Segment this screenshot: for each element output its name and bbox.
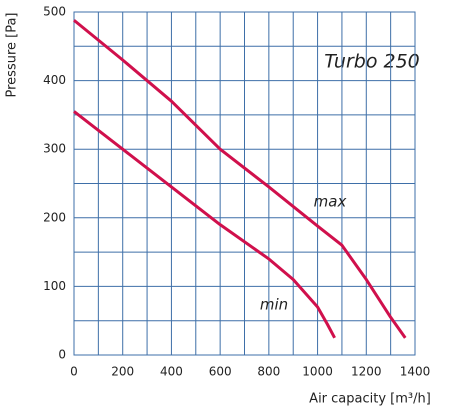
- x-tick-label: 1000: [302, 365, 333, 379]
- x-tick-label: 0: [70, 365, 78, 379]
- x-tick-label: 600: [209, 365, 232, 379]
- x-tick-label: 1400: [400, 365, 431, 379]
- y-tick-label: 200: [43, 210, 66, 224]
- y-tick-label: 500: [43, 5, 66, 19]
- x-tick-label: 200: [111, 365, 134, 379]
- chart-title: Turbo 250: [324, 51, 420, 73]
- x-tick-label: 1200: [351, 365, 382, 379]
- x-tick-label: 800: [257, 365, 280, 379]
- y-axis-label: Pressure [Pa]: [5, 12, 20, 97]
- y-tick-label: 0: [58, 348, 66, 362]
- x-tick-label: 400: [160, 365, 183, 379]
- series-label: max: [314, 193, 347, 211]
- y-tick-label: 400: [43, 73, 66, 87]
- x-axis-label: Air capacity [m³/h]: [309, 392, 431, 407]
- y-tick-label: 300: [43, 142, 66, 156]
- y-tick-label: 100: [43, 279, 66, 293]
- series-line: [73, 110, 336, 339]
- series-line: [73, 19, 407, 339]
- series-label: min: [260, 296, 288, 314]
